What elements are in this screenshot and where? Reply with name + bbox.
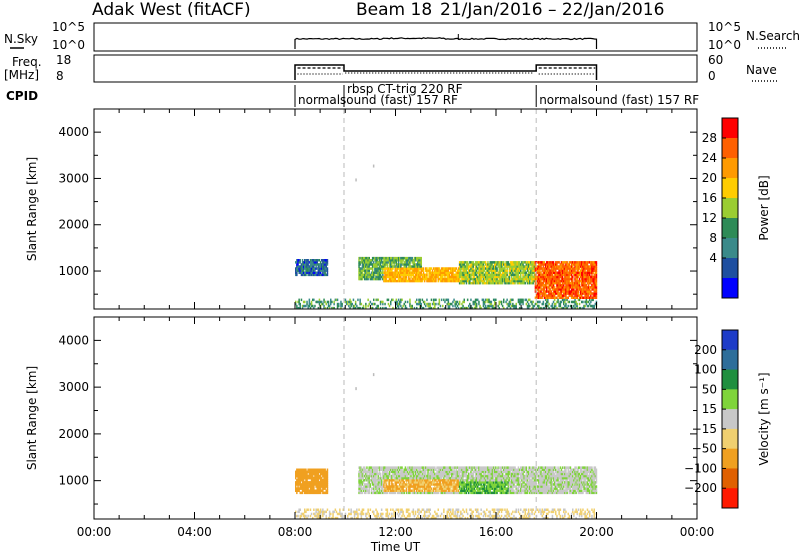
nsky-label: N.Sky <box>4 32 38 46</box>
x-tick-label: 04:00 <box>177 525 212 539</box>
colorbar-swatch <box>722 468 738 489</box>
x-tick-label: 16:00 <box>479 525 514 539</box>
colorbar-swatch <box>722 448 738 469</box>
nsky-tick-high: 10^5 <box>52 20 85 34</box>
y-tick-label: 3000 <box>58 171 89 185</box>
nsearch-tick-high: 10^5 <box>708 20 741 34</box>
y-tick-label: 3000 <box>58 380 89 394</box>
data-field <box>295 164 598 310</box>
colorbar-title: Power [dB] <box>757 175 771 240</box>
nsky-trace <box>294 37 598 49</box>
colorbar-tick-label: 50 <box>702 382 717 396</box>
colorbar-tick-label: 4 <box>709 251 717 265</box>
colorbar-tick-label: 15 <box>702 402 717 416</box>
station-title: Adak West (fitACF) <box>92 0 251 20</box>
y-tick-label: 2000 <box>58 427 89 441</box>
data-field <box>295 373 598 520</box>
colorbar-tick-label: 8 <box>709 231 717 245</box>
x-tick-label: 00:00 <box>680 525 715 539</box>
colorbar-swatch <box>722 258 738 279</box>
colorbar-swatch <box>722 138 738 159</box>
colorbar-swatch <box>722 409 738 430</box>
colorbar-swatch <box>722 488 738 509</box>
colorbar-tick-label: 16 <box>702 191 717 205</box>
nave-tick-high: 60 <box>708 53 723 67</box>
nsearch-tick-low: 10^0 <box>708 38 741 52</box>
nave-tick-low: 0 <box>708 69 716 83</box>
y-axis-label: Slant Range [km] <box>25 366 39 470</box>
y-tick-label: 1000 <box>58 264 89 278</box>
colorbar-swatch <box>722 118 738 139</box>
beam-label: Beam 18 <box>356 0 432 20</box>
colorbar-swatch <box>722 218 738 239</box>
colorbar-tick-label: 12 <box>702 211 717 225</box>
colorbar-tick-label: 24 <box>702 151 717 165</box>
colorbar-tick-label: 20 <box>702 171 717 185</box>
freq-label: Freq. <box>12 55 42 69</box>
colorbar-swatch <box>722 158 738 179</box>
colorbar-frame <box>721 329 739 509</box>
cpid-segment-label: normalsound (fast) 157 RF <box>539 93 699 107</box>
colorbar-tick-label: −100 <box>684 461 717 475</box>
nsky-tick-low: 10^0 <box>52 38 85 52</box>
cpid-label: CPID <box>6 89 38 103</box>
colorbar-swatch <box>722 238 738 259</box>
colorbar-swatch <box>722 198 738 219</box>
x-axis-label: Time UT <box>370 540 421 554</box>
freq-trace <box>294 64 598 80</box>
x-tick-label: 20:00 <box>579 525 614 539</box>
colorbar-swatch <box>722 428 738 450</box>
y-tick-label: 1000 <box>58 474 89 488</box>
colorbar-swatch <box>722 330 738 351</box>
y-tick-label: 4000 <box>58 333 89 347</box>
x-tick-label: 12:00 <box>378 525 413 539</box>
x-tick-label: 08:00 <box>278 525 313 539</box>
colorbar-swatch <box>722 178 738 199</box>
y-tick-label: 2000 <box>58 218 89 232</box>
freq-unit: [MHz] <box>4 68 39 82</box>
freq-panel-frame <box>93 54 698 83</box>
colorbar-tick-label: 28 <box>702 131 717 145</box>
colorbar-tick-label: 100 <box>694 363 717 377</box>
colorbar-swatch <box>722 278 738 299</box>
y-axis-label: Slant Range [km] <box>25 157 39 261</box>
colorbar-tick-label: −15 <box>692 422 717 436</box>
colorbar-swatch <box>722 389 738 410</box>
colorbar-frame <box>721 117 739 299</box>
y-tick-label: 4000 <box>58 125 89 139</box>
colorbar-swatch <box>722 349 738 371</box>
colorbar-swatch <box>722 369 738 390</box>
colorbar-title: Velocity [m s⁻¹] <box>757 372 771 465</box>
colorbar-tick-label: 200 <box>694 343 717 357</box>
date-range: 21/Jan/2016 – 22/Jan/2016 <box>440 0 664 20</box>
x-tick-label: 00:00 <box>77 525 112 539</box>
cpid-segment-label: rbsp CT-trig 220 RF <box>347 82 463 96</box>
velocity-panel: 4000 3000 2000 1000 Slant Range [km] 200 100 50… <box>25 316 771 520</box>
nsearch-label: N.Search <box>746 29 800 43</box>
cpid-segment-label: normalsound (fast) 157 RF <box>298 93 458 107</box>
freq-tick-low: 8 <box>56 69 64 83</box>
nsky-panel-frame <box>93 22 698 52</box>
freq-tick-high: 18 <box>56 53 71 67</box>
nave-label: Nave <box>746 63 777 77</box>
colorbar-tick-label: −50 <box>692 442 717 456</box>
power-panel: 4000 3000 2000 1000 Slant Range [km] 28 24 20 16… <box>25 108 771 310</box>
colorbar-tick-label: −200 <box>684 481 717 495</box>
